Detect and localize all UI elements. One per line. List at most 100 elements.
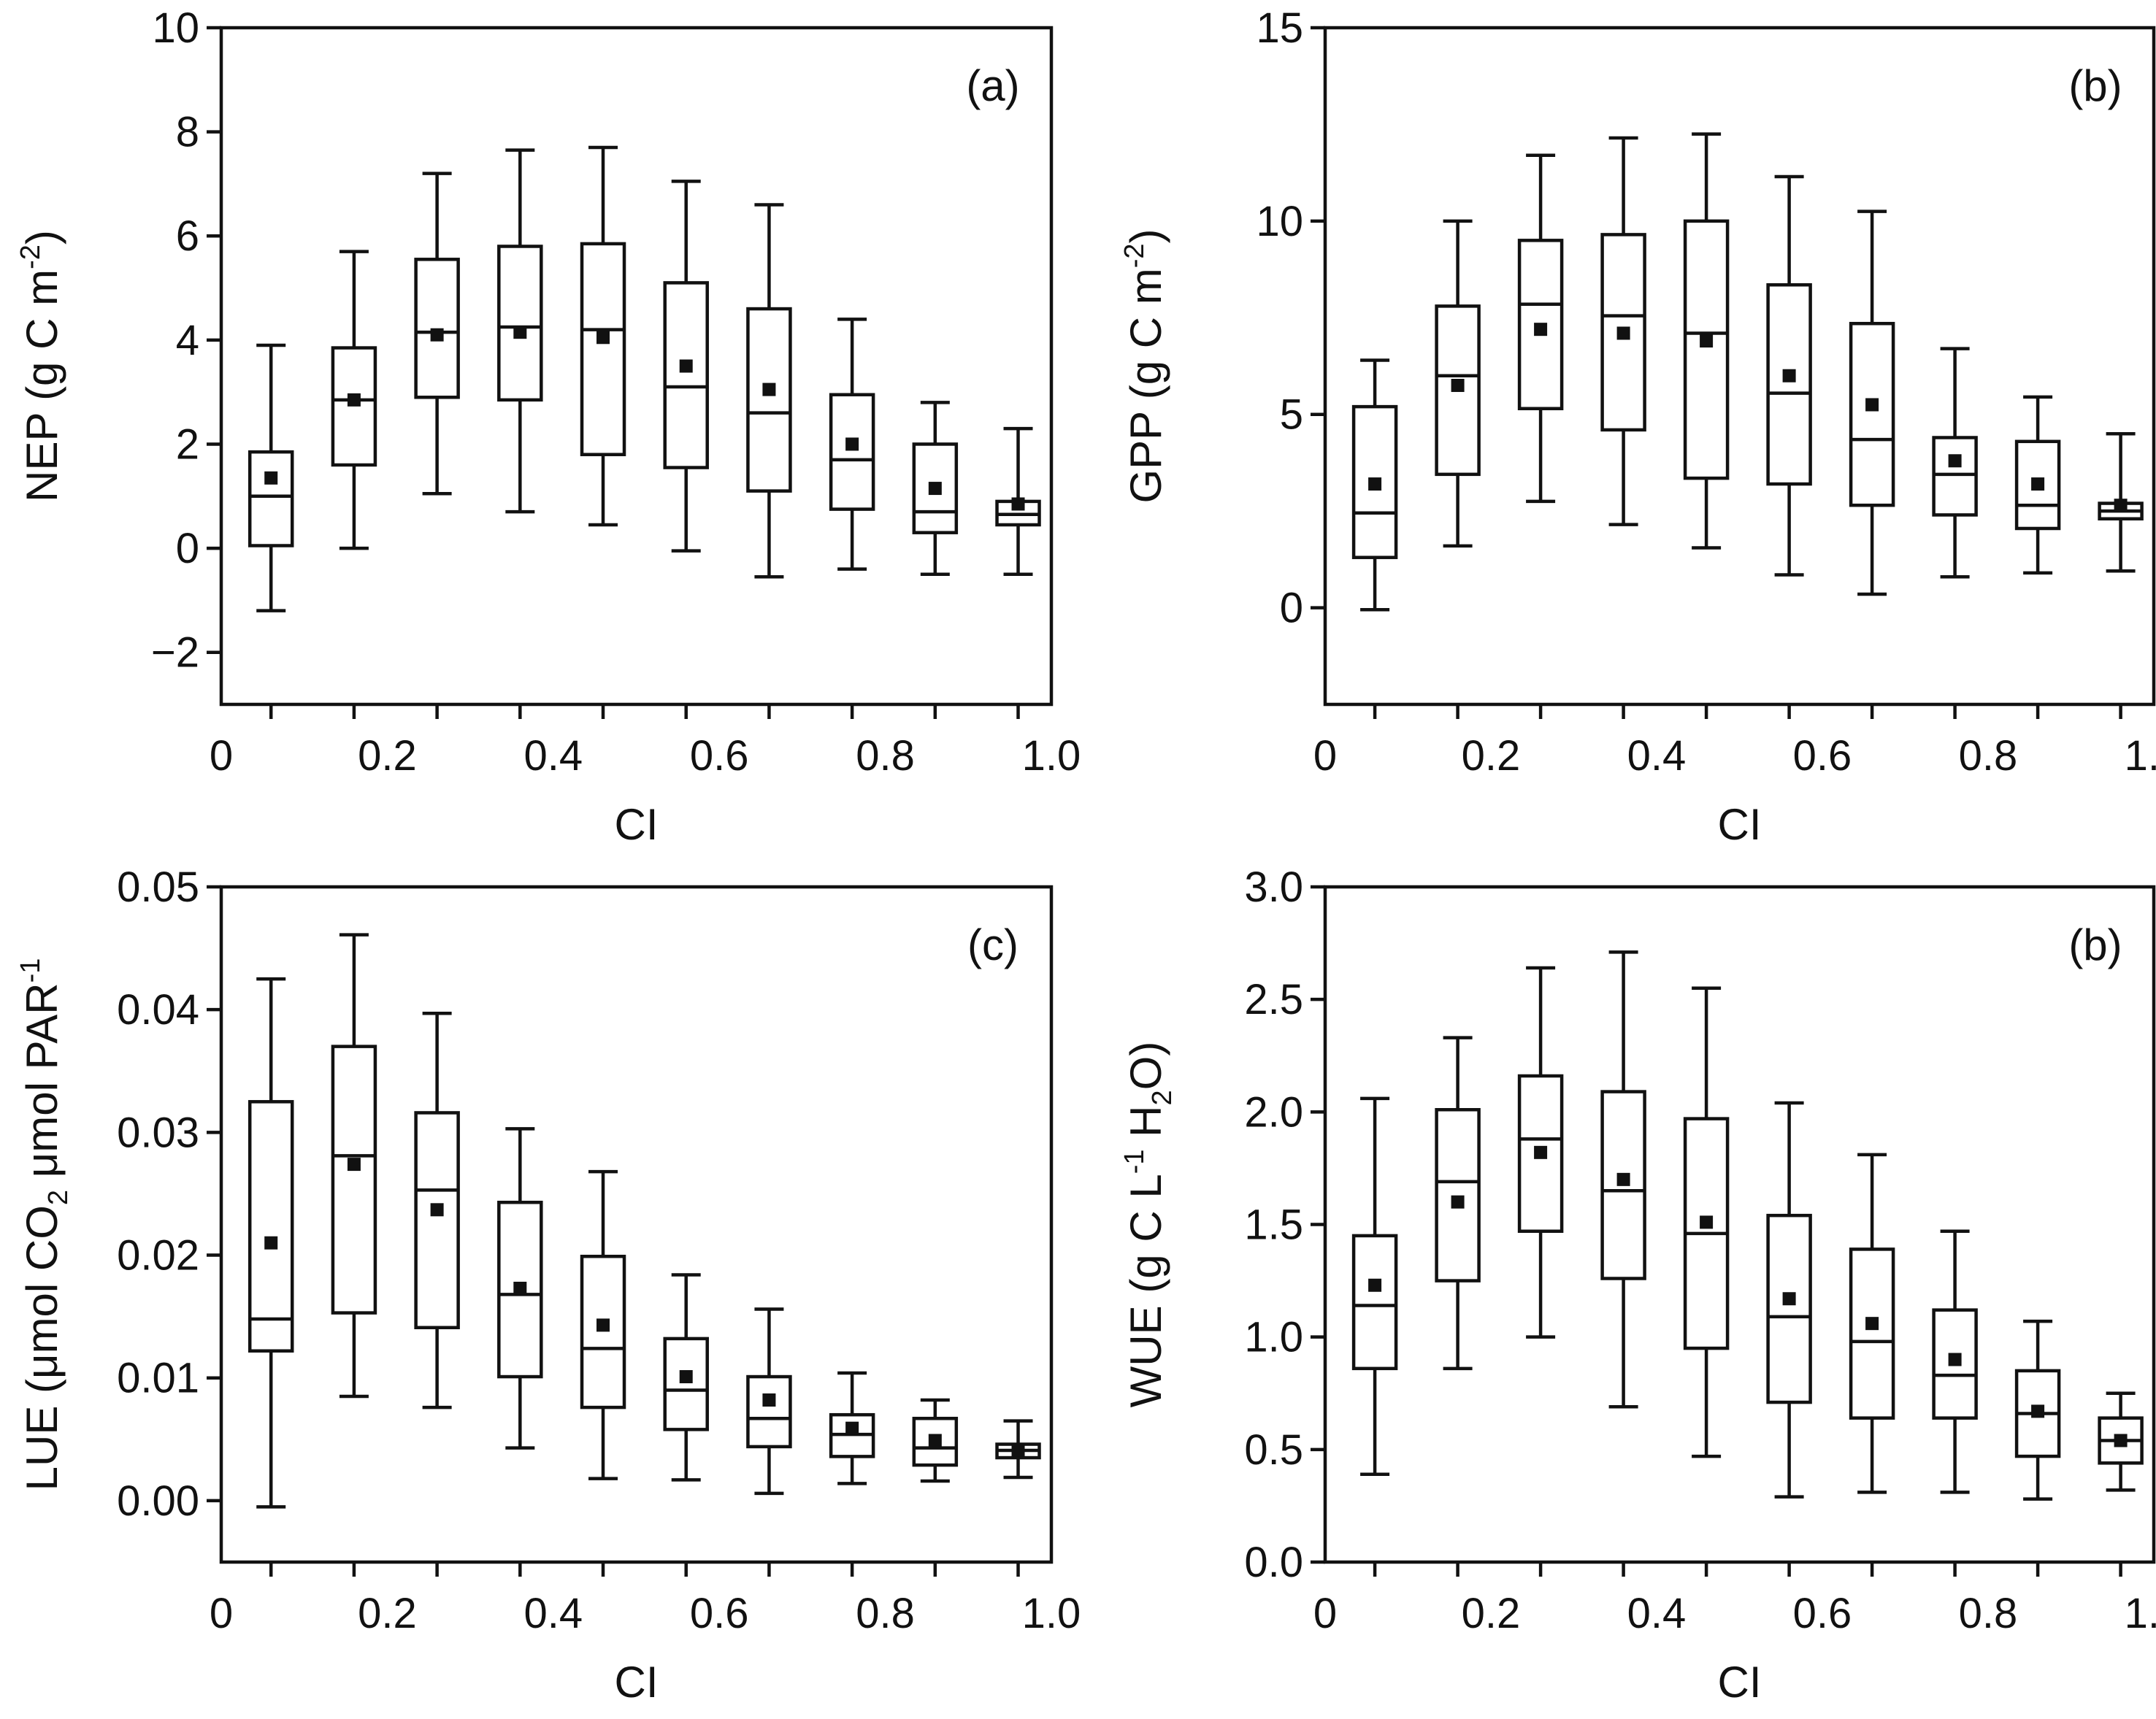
y-axis-title-part: μmol PAR bbox=[18, 982, 66, 1190]
mean-marker bbox=[1368, 1278, 1382, 1292]
x-tick-label: 0.4 bbox=[1627, 1590, 1687, 1637]
y-tick-label: 4 bbox=[176, 317, 199, 364]
panel-label: (c) bbox=[967, 920, 1018, 969]
mean-marker bbox=[845, 1421, 859, 1435]
box-plot-3 bbox=[1517, 153, 1564, 504]
box-plot-2 bbox=[1435, 1036, 1481, 1371]
mean-marker bbox=[679, 1370, 693, 1384]
y-tick-label: 0 bbox=[1280, 585, 1303, 632]
y-axis-title: WUE (g C L-1 H2O) bbox=[1119, 1042, 1178, 1408]
box-plot-10 bbox=[995, 1419, 1041, 1480]
box-plot-9 bbox=[2014, 395, 2061, 575]
mean-marker bbox=[513, 326, 527, 339]
mean-marker bbox=[1948, 454, 1962, 468]
box-plot-7 bbox=[746, 1307, 792, 1496]
y-axis-title-part: -1 bbox=[15, 958, 46, 983]
iqr-box bbox=[1435, 1108, 1481, 1282]
y-tick-label: 0.0 bbox=[1244, 1539, 1303, 1586]
box-plot-9 bbox=[912, 1398, 959, 1483]
iqr-box bbox=[1849, 1247, 1895, 1420]
mean-marker bbox=[264, 1236, 278, 1250]
iqr-box bbox=[1932, 1308, 1978, 1420]
box-plot-5 bbox=[1683, 132, 1730, 550]
x-tick-label: 1.0 bbox=[2125, 1590, 2156, 1637]
x-tick-label: 0.4 bbox=[523, 1590, 583, 1637]
x-tick-label: 0.8 bbox=[1959, 1590, 2018, 1637]
x-tick-label: 1.0 bbox=[1022, 1590, 1081, 1637]
mean-marker bbox=[679, 359, 693, 373]
box-plot-8 bbox=[1932, 347, 1978, 579]
y-axis-title-part: ) bbox=[1121, 228, 1170, 243]
x-tick-label: 0.8 bbox=[856, 1590, 915, 1637]
x-tick-label: 0 bbox=[1313, 732, 1337, 780]
iqr-box bbox=[1766, 283, 1812, 486]
y-tick-label: 0.01 bbox=[117, 1355, 199, 1402]
y-axis-title-part: H bbox=[1121, 1105, 1170, 1149]
y-tick-label: 0.00 bbox=[117, 1477, 199, 1525]
mean-marker bbox=[1700, 1215, 1714, 1229]
y-axis-title-part: -2 bbox=[1119, 243, 1150, 268]
box-plot-7 bbox=[746, 203, 792, 579]
box-plot-6 bbox=[663, 180, 709, 553]
iqr-box bbox=[1351, 1234, 1398, 1371]
box-plot-5 bbox=[580, 1169, 626, 1480]
plot-frame bbox=[219, 26, 1054, 707]
panel-1: −2 0 2 4 6 8 10 0 0.2 0.4 0.6 0.8 1.0 CI NEP (g C m-2)… bbox=[15, 4, 1081, 849]
box-plot-10 bbox=[2098, 1391, 2144, 1492]
x-tick-label: 0.2 bbox=[1462, 1590, 1521, 1637]
box-plot-4 bbox=[497, 148, 543, 514]
y-tick-label: 2.0 bbox=[1244, 1088, 1303, 1136]
iqr-box bbox=[248, 1100, 294, 1353]
x-tick-label: 0 bbox=[210, 732, 233, 780]
mean-marker bbox=[2031, 1404, 2045, 1418]
y-axis-title-part: -1 bbox=[1119, 1149, 1150, 1174]
mean-marker bbox=[596, 331, 610, 345]
mean-marker bbox=[1948, 1353, 1962, 1366]
iqr-box bbox=[829, 393, 875, 511]
mean-marker bbox=[430, 1203, 444, 1217]
y-tick-label: 1.5 bbox=[1244, 1201, 1303, 1249]
box-plot-4 bbox=[1600, 950, 1646, 1409]
iqr-box bbox=[1849, 321, 1895, 507]
mean-marker bbox=[1865, 398, 1879, 412]
mean-marker bbox=[1011, 497, 1025, 511]
y-axis-title-part: 2 bbox=[43, 1190, 74, 1205]
mean-marker bbox=[2031, 477, 2045, 491]
y-tick-label: 0.5 bbox=[1244, 1426, 1303, 1474]
box-plot-1 bbox=[248, 977, 294, 1509]
box-plot-4 bbox=[497, 1127, 543, 1450]
mean-marker bbox=[264, 471, 278, 485]
y-tick-label: 0.02 bbox=[117, 1232, 199, 1280]
y-tick-label: 10 bbox=[1256, 198, 1303, 245]
mean-marker bbox=[513, 1281, 527, 1295]
y-axis-title-part: LUE (μmol CO bbox=[18, 1205, 66, 1491]
iqr-box bbox=[497, 245, 543, 402]
mean-marker bbox=[1534, 1145, 1548, 1159]
plot-frame bbox=[1323, 26, 2156, 707]
iqr-box bbox=[1683, 219, 1730, 480]
iqr-box bbox=[746, 1374, 792, 1449]
x-tick-label: 0.2 bbox=[358, 732, 417, 780]
y-tick-label: −2 bbox=[151, 629, 199, 677]
y-tick-label: 2.5 bbox=[1244, 976, 1303, 1023]
x-tick-label: 0.8 bbox=[856, 732, 915, 780]
box-plot-1 bbox=[1351, 1096, 1398, 1476]
iqr-box bbox=[414, 1111, 460, 1330]
x-axis-title: CI bbox=[1718, 800, 1762, 849]
x-tick-label: 0.4 bbox=[1627, 732, 1687, 780]
x-axis-title: CI bbox=[615, 1658, 659, 1707]
iqr-box bbox=[746, 307, 792, 493]
y-tick-label: 2 bbox=[176, 420, 199, 468]
box-plot-1 bbox=[248, 343, 294, 612]
x-tick-label: 0.6 bbox=[690, 1590, 749, 1637]
mean-marker bbox=[347, 1158, 361, 1172]
box-plot-3 bbox=[1517, 966, 1564, 1339]
iqr-box bbox=[1766, 1213, 1812, 1404]
x-axis-title: CI bbox=[615, 800, 659, 849]
box-plot-6 bbox=[1766, 174, 1812, 577]
panel-label: (b) bbox=[2068, 920, 2122, 969]
box-plot-4 bbox=[1600, 136, 1646, 526]
box-plot-9 bbox=[2014, 1319, 2061, 1501]
box-plot-2 bbox=[331, 933, 377, 1399]
